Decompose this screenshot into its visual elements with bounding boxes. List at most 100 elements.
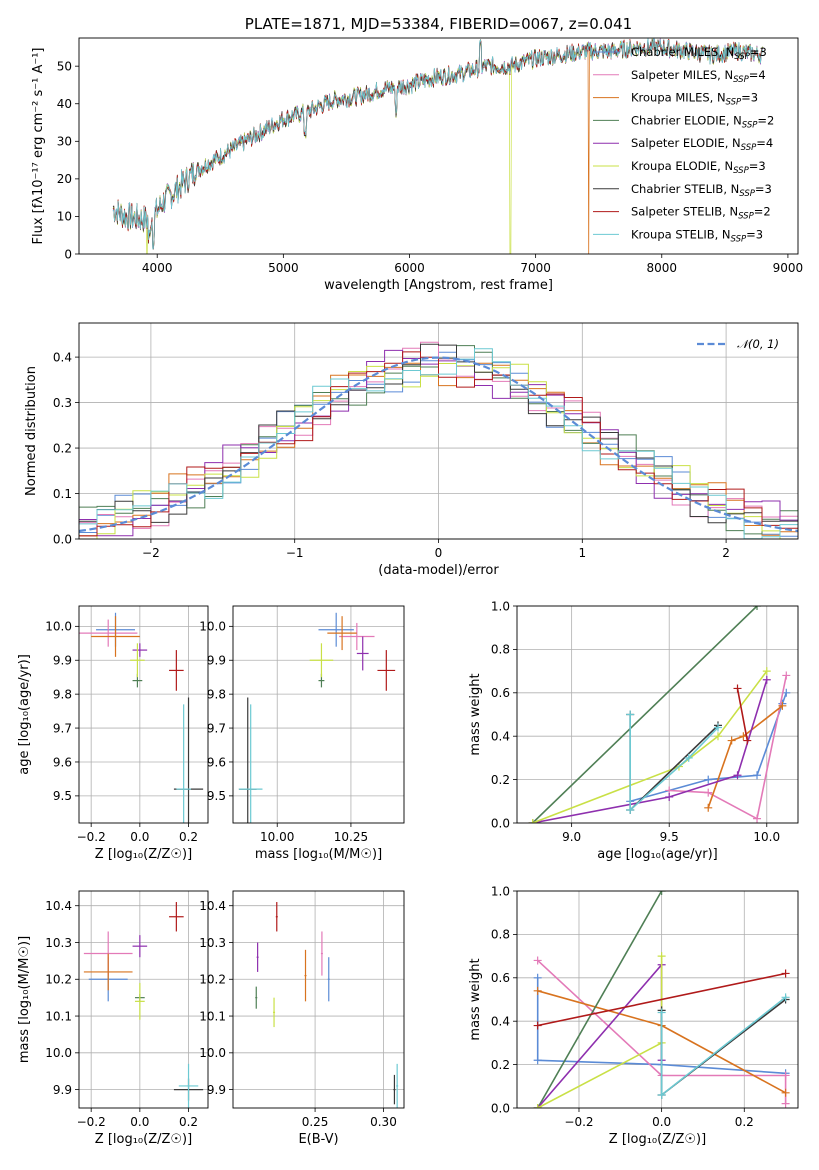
y-tick-label: 0.2: [53, 441, 72, 455]
y-axis-label: mass weight: [468, 958, 483, 1040]
weight-line: [736, 688, 749, 741]
weight-marker: [626, 805, 635, 814]
legend-nssp: =2: [754, 205, 771, 219]
axes-frame-age_vs_mass: [232, 605, 405, 824]
panel-spectrum: 4000 5000 6000 7000 8000 9000 0 10 20 30 40 50 wavel…: [31, 15, 803, 293]
y-tick-label: 0.2: [491, 773, 510, 787]
axes-frame-age_vs_z: [78, 605, 209, 824]
ticks-residuals: −2 −1 0 1 2 0.0 0.1 0.2 0.3 0.4: [53, 350, 730, 560]
spectrum-line: [112, 38, 764, 250]
x-tick-label: 0.2: [179, 830, 198, 844]
legend-entry: Kroupa ELODIE, NSSP=3: [631, 159, 766, 176]
legend-entry: Salpeter ELODIE, NSSP=4: [631, 136, 773, 153]
ticks-age_vs_mass: 10.00 10.25 9.5 9.6 9.7 9.8 9.9 10.0: [199, 620, 368, 844]
x-tick-label: −2: [142, 546, 160, 560]
weight-marker: [727, 736, 736, 745]
weight-line: [537, 972, 786, 1027]
weight-marker: [778, 701, 787, 710]
legend-subscript: SSP: [742, 120, 758, 130]
axes-frame-weight_vs_age: [516, 605, 799, 824]
normal-reference-curve: [79, 356, 798, 533]
legend-entry: Salpeter STELIB, NSSP=2: [631, 205, 771, 222]
weight-marker: [657, 1090, 666, 1099]
legend-series-name: Salpeter STELIB, N: [631, 205, 738, 219]
weight-marker: [626, 710, 635, 719]
weight-marker: [533, 1021, 542, 1030]
panel-mass_vs_ebv: 0.25 0.30 9.9 10.0 10.1 10.2 10.3 10.4 E(B-V): [199, 890, 405, 1147]
weight-marker: [528, 819, 537, 823]
legend-series-name: Kroupa MILES, N: [631, 91, 726, 105]
legend-entry: Chabrier STELIB, NSSP=3: [631, 182, 772, 199]
x-tick-label: 8000: [646, 261, 677, 275]
y-tick-label: 10.1: [199, 1009, 226, 1023]
legend-nssp: =3: [746, 227, 763, 241]
weight-marker: [781, 1071, 790, 1080]
weight-line: [532, 670, 768, 823]
plot-area-mass_vs_ebv: [255, 902, 399, 1108]
x-axis-label: E(B-V): [298, 1132, 338, 1147]
y-axis-label: age [log₁₀(age/yr)]: [17, 654, 32, 775]
grid-mass_vs_ebv: [233, 891, 404, 1108]
y-tick-label: 10.0: [45, 620, 72, 634]
y-tick-label: 9.5: [53, 789, 72, 803]
y-tick-label: 0.4: [491, 730, 510, 744]
y-tick-label: 10.1: [45, 1009, 72, 1023]
legend-series-name: Chabrier MILES, N: [631, 45, 734, 59]
y-tick-label: 10: [57, 210, 72, 224]
weight-marker: [762, 675, 771, 684]
plot-area-mass_vs_z: [83, 902, 204, 1108]
y-tick-label: 9.7: [53, 721, 72, 735]
weight-line: [532, 606, 758, 823]
x-axis-label: Z [log₁₀(Z/Z☉)]: [609, 1132, 706, 1147]
axes-frame-residuals: [78, 322, 799, 540]
legend-nssp: =3: [750, 45, 767, 59]
legend-series-name: Salpeter MILES, N: [631, 68, 733, 82]
legend-entry: Kroupa MILES, NSSP=3: [631, 91, 758, 108]
weight-marker: [657, 891, 666, 895]
weight-marker: [781, 1088, 790, 1097]
y-tick-label: 0.2: [491, 1058, 510, 1072]
legend-subscript: SSP: [733, 166, 749, 176]
legend-nssp: =3: [749, 159, 766, 173]
axes-frame-spectrum: [78, 37, 799, 255]
legend-nssp: =3: [741, 91, 758, 105]
legend-series-name: Salpeter ELODIE, N: [631, 136, 741, 150]
y-tick-label: 0.4: [53, 350, 72, 364]
ticks-weight_vs_z: −0.2 0.0 0.2 0.0 0.2 0.4 0.6 0.8 1.0: [491, 884, 754, 1129]
panel-age_vs_mass: 10.00 10.25 9.5 9.6 9.7 9.8 9.9 10.0 mass [log₁₀…: [199, 605, 405, 862]
weight-marker: [753, 606, 762, 610]
y-tick-label: 10.3: [45, 936, 72, 950]
plot-area-spectrum: [112, 38, 764, 254]
y-tick-label: 9.9: [53, 654, 72, 668]
plot-area-residuals: [79, 341, 798, 539]
weight-marker: [733, 771, 742, 780]
y-tick-label: 20: [57, 172, 72, 186]
y-tick-label: 9.6: [53, 755, 72, 769]
weight-marker: [533, 956, 542, 965]
y-tick-label: 0.1: [53, 487, 72, 501]
weight-marker: [781, 1099, 790, 1108]
weight-marker: [743, 736, 752, 745]
weight-line: [707, 705, 783, 809]
weight-marker: [533, 973, 542, 982]
ticks-weight_vs_age: 9.0 9.5 10.0 0.0 0.2 0.4 0.6 0.8 1.0: [491, 599, 780, 844]
panel-age_vs_z: −0.2 0.0 0.2 9.5 9.6 9.7 9.8 9.9 10.0 Z [log₁₀(Z/…: [17, 605, 209, 862]
y-tick-label: 0.0: [53, 532, 72, 546]
legend-entry: Chabrier ELODIE, NSSP=2: [631, 113, 774, 130]
panel-mass_vs_z: −0.2 0.0 0.2 9.9 10.0 10.1 10.2 10.3 10.4 Z [log₁…: [17, 890, 209, 1147]
y-tick-label: 0: [64, 247, 72, 261]
y-axis-label: Flux [fλ10⁻¹⁷ erg cm⁻² s⁻¹ A⁻¹]: [31, 48, 46, 245]
weight-marker: [533, 986, 542, 995]
x-tick-label: 9.5: [660, 830, 679, 844]
panels: 4000 5000 6000 7000 8000 900001020304050wavel…: [17, 15, 803, 1147]
y-tick-label: 10.4: [199, 899, 226, 913]
x-tick-label: 0.25: [302, 1115, 329, 1129]
x-tick-label: −0.2: [77, 1115, 106, 1129]
y-axis-label: mass [log₁₀(M/M☉)]: [17, 936, 32, 1063]
y-tick-label: 50: [57, 59, 72, 73]
weight-line: [532, 679, 768, 823]
weight-marker: [657, 1008, 666, 1017]
y-tick-label: 9.5: [207, 789, 226, 803]
x-tick-label: 5000: [268, 261, 299, 275]
